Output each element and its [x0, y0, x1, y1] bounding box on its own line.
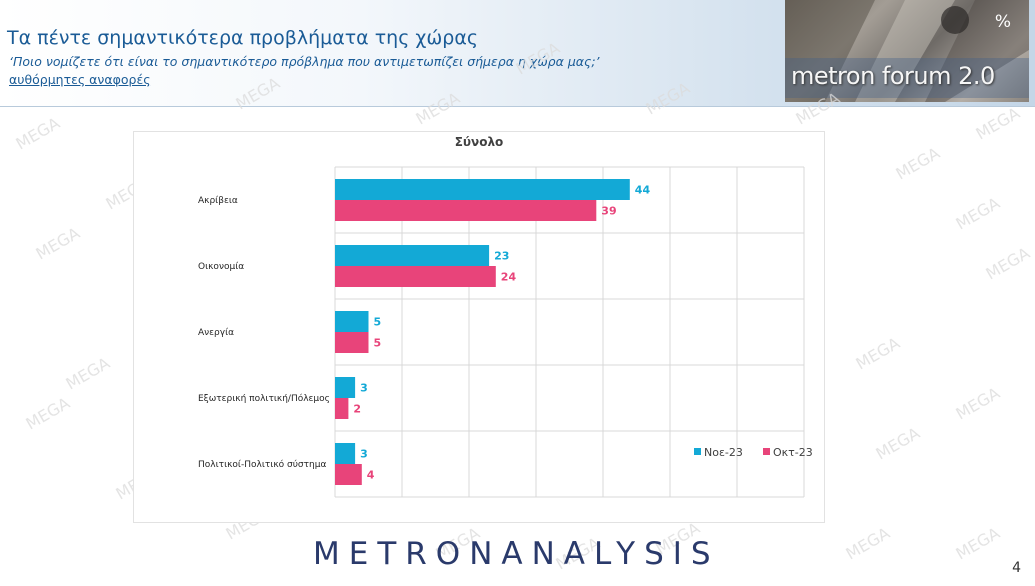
chart-container: Σύνολο Ακρίβεια 44 39 Οικονομία 23 24 Ανεργία 5 5… [133, 131, 825, 523]
legend-label: Νοε-23 [704, 446, 743, 459]
bar-nov [335, 179, 630, 200]
bar-oct [335, 200, 597, 221]
bar-nov [335, 443, 356, 464]
logo-photo-texture [785, 0, 1029, 102]
data-label: 44 [635, 184, 651, 197]
responses-note: αυθόρμητες αναφορές [9, 72, 151, 87]
bar-oct [335, 266, 496, 287]
watermark-text: MEGA [983, 243, 1033, 283]
watermark-text: MEGA [33, 223, 83, 263]
data-label: 5 [374, 337, 382, 350]
watermark-text: MEGA [853, 333, 903, 373]
bar-nov [335, 311, 369, 332]
category-label: Οικονομία [198, 262, 244, 272]
watermark-text: MEGA [13, 113, 63, 153]
survey-question: ‘Ποιο νομίζετε ότι είναι το σημαντικότερ… [9, 54, 600, 69]
data-label: 23 [494, 250, 509, 263]
data-label: 24 [501, 271, 517, 284]
bar-oct [335, 464, 362, 485]
data-label: 2 [353, 403, 361, 416]
metron-forum-logo: % metron forum 2.0 [785, 0, 1029, 102]
slide-title: Τα πέντε σημαντικότερα προβλήματα της χώ… [7, 27, 479, 49]
watermark-text: MEGA [973, 103, 1023, 143]
data-label: 4 [367, 469, 375, 482]
bar-nov [335, 377, 356, 398]
legend-swatch [694, 448, 701, 455]
bar-chart: ΣύνολοΑκρίβεια4439Οικονομία2324Ανεργία55… [198, 135, 813, 498]
page-number: 4 [1012, 560, 1021, 576]
metronanalysis-logo: METRONANALYSIS [313, 536, 720, 572]
chart-title: Σύνολο [455, 135, 504, 149]
data-label: 5 [374, 316, 382, 329]
bar-oct [335, 398, 349, 419]
watermark-text: MEGA [893, 143, 943, 183]
data-label: 39 [601, 205, 616, 218]
legend-label: Οκτ-23 [773, 446, 813, 459]
data-label: 3 [360, 382, 368, 395]
bar-nov [335, 245, 490, 266]
category-label: Πολιτικοί-Πολιτικό σύστημα [198, 459, 326, 470]
category-label: Ανεργία [198, 328, 234, 338]
data-label: 3 [360, 448, 368, 461]
watermark-text: MEGA [953, 523, 1003, 563]
watermark-text: MEGA [953, 193, 1003, 233]
watermark-text: MEGA [23, 393, 73, 433]
category-label: Εξωτερική πολιτική/Πόλεμος [198, 393, 330, 404]
watermark-text: MEGA [63, 353, 113, 393]
slide-header: Τα πέντε σημαντικότερα προβλήματα της χώ… [0, 0, 1035, 107]
bar-oct [335, 332, 369, 353]
logo-percent-sign: % [994, 12, 1011, 32]
logo-text: metron forum 2.0 [791, 62, 995, 90]
category-label: Ακρίβεια [198, 196, 238, 206]
legend-swatch [763, 448, 770, 455]
watermark-text: MEGA [873, 423, 923, 463]
watermark-text: MEGA [843, 523, 893, 563]
watermark-text: MEGA [953, 383, 1003, 423]
